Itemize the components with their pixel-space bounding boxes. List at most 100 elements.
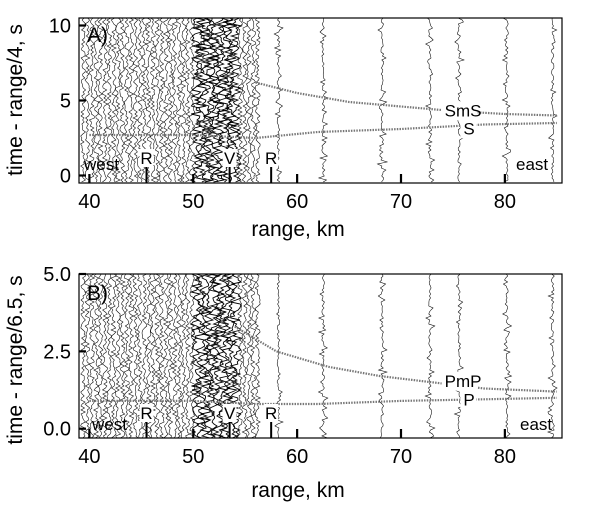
seismic-trace: [97, 273, 104, 439]
seismic-trace: [236, 17, 244, 183]
phase-label: P: [463, 390, 474, 409]
y-tick-label: 10: [49, 16, 71, 38]
seismic-trace: [241, 273, 248, 439]
seismic-trace: [377, 273, 388, 439]
seismic-trace: [167, 273, 174, 439]
seismic-trace: [180, 17, 187, 183]
seismic-trace: [184, 17, 191, 183]
y-axis-title-b: time - range/6.5, s: [4, 275, 27, 444]
seismic-trace: [207, 17, 221, 183]
x-ticks-b: 40 50 60 70 80: [78, 429, 516, 468]
seismic-trace: [84, 273, 91, 439]
x-tick-label: 70: [390, 191, 412, 213]
x-tick-label: 60: [286, 191, 308, 213]
seismic-trace: [424, 273, 436, 439]
seismic-trace: [119, 273, 126, 439]
seismic-trace: [80, 17, 87, 183]
seismic-trace: [106, 17, 113, 183]
seismic-trace: [454, 17, 465, 183]
seismic-trace: [115, 17, 121, 183]
x-tick-label: 80: [494, 446, 516, 468]
phase-label-bg: [460, 390, 477, 410]
seismic-trace: [317, 273, 329, 439]
phase-curve: [89, 121, 557, 140]
panel-letter-a: A): [87, 24, 108, 47]
site-marker-label: R: [265, 149, 277, 168]
seismic-trace: [228, 17, 243, 183]
seismic-trace: [167, 17, 174, 183]
site-marker-bg: [264, 404, 279, 422]
seismic-trace: [154, 273, 161, 439]
phase-label-bg: [441, 101, 478, 121]
x-tick-label: 40: [78, 446, 100, 468]
y-ticks-b: 0.0 2.5 5.0: [43, 264, 86, 441]
plot-frame-b: [78, 273, 563, 439]
seismic-trace: [176, 273, 183, 439]
seismic-trace: [158, 17, 165, 183]
seismic-trace: [93, 17, 100, 183]
y-axis-title-a: time - range/4, s: [4, 24, 27, 176]
seismic-trace: [176, 17, 183, 183]
seismic-trace: [114, 273, 122, 439]
seismic-trace: [128, 273, 135, 439]
seismic-trace: [180, 273, 187, 439]
site-marker-label: V: [224, 404, 236, 423]
seismic-trace: [132, 273, 139, 439]
seismic-trace: [453, 273, 464, 439]
x-tick-label: 60: [286, 446, 308, 468]
seismic-trace: [171, 17, 178, 183]
x-axis-title-a: range, km: [251, 218, 344, 241]
x-tick-label: 50: [182, 446, 204, 468]
y-tick-label: 5: [60, 91, 71, 113]
phase-curve: [89, 396, 557, 406]
site-marker-label: R: [140, 404, 152, 423]
seismic-trace: [245, 273, 252, 439]
seismic-trace: [123, 273, 130, 439]
seismic-trace: [123, 17, 130, 183]
site-marker-label: R: [140, 149, 152, 168]
x-axis-title-b: range, km: [251, 479, 344, 502]
seismic-trace: [119, 17, 126, 183]
phase-curve: [255, 81, 557, 117]
seismic-trace: [84, 17, 91, 183]
seismic-trace: [110, 17, 117, 183]
seismic-trace: [132, 17, 139, 183]
seismic-trace: [162, 273, 170, 439]
seismic-trace: [198, 17, 213, 183]
seismic-trace: [250, 17, 257, 183]
seismic-trace: [211, 17, 225, 183]
site-marker-bg: [139, 149, 154, 167]
seismic-trace: [106, 273, 113, 439]
x-tick-label: 80: [494, 191, 516, 213]
seismic-trace: [101, 273, 109, 439]
seismic-trace: [162, 17, 170, 183]
seismic-trace: [548, 17, 558, 183]
phase-label: SmS: [445, 101, 482, 120]
site-marker-label: V: [224, 149, 236, 168]
seismic-trace: [194, 17, 208, 183]
phase-label: PmP: [445, 372, 482, 391]
seismic-trace: [236, 273, 244, 439]
site-marker-bg: [222, 149, 237, 167]
seismic-trace: [250, 273, 257, 439]
seismic-trace: [246, 17, 252, 183]
seismic-trace: [547, 273, 558, 439]
seismic-trace: [501, 17, 511, 183]
seismic-trace: [274, 273, 284, 439]
west-label-b: west: [91, 415, 127, 434]
site-marker-label: R: [265, 404, 277, 423]
seismic-trace: [110, 273, 117, 439]
y-tick-label: 0: [60, 166, 71, 188]
seismic-trace: [376, 17, 389, 183]
seismic-trace: [189, 273, 203, 439]
east-label-a: east: [516, 155, 548, 174]
x-ticks-a: 40 50 60 70 80: [78, 174, 516, 213]
y-tick-label: 0.0: [43, 419, 71, 441]
seismic-trace: [97, 17, 104, 183]
